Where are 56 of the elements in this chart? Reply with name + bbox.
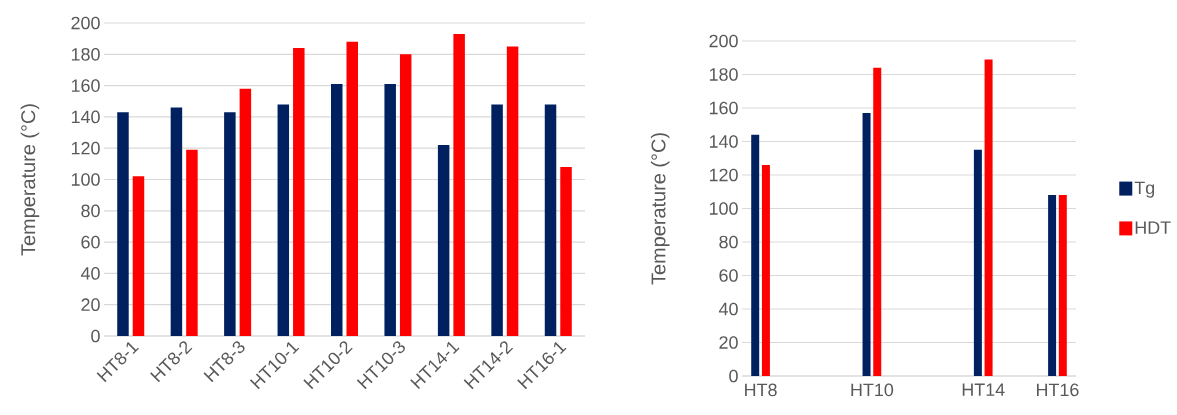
bar [761,164,770,376]
x-tick-label: HT8 [745,383,777,397]
bar [453,33,465,336]
y-tick-label: 160 [71,79,100,92]
bar [544,104,557,336]
y-tick-label: 200 [709,34,738,48]
bar [1058,195,1067,376]
bar [491,104,503,336]
bar [1048,195,1057,376]
y-tick-label: 100 [709,202,738,215]
bar [862,113,871,376]
bar [560,166,572,336]
bar [331,84,343,336]
y-axis-title: Temperature (°C) [20,104,40,256]
x-tick-label: HT10 [851,383,894,397]
y-tick-label: 0 [91,329,100,343]
y-tick-label: 80 [81,204,100,218]
bar [293,48,305,336]
bar [132,176,145,336]
legend-label: HDT [1135,221,1171,234]
bar [751,134,760,376]
y-tick-label: 180 [71,47,100,61]
bar [170,107,183,336]
bar [277,104,290,336]
bar [384,84,396,336]
x-tick-label: HT16 [1036,383,1079,397]
y-tick-label: 100 [71,173,100,186]
bar [239,88,252,336]
y-tick-label: 20 [81,298,100,312]
y-tick-label: 160 [709,101,738,115]
bar [437,145,450,336]
bar [984,59,993,376]
y-tick-label: 20 [719,336,738,349]
y-tick-label: 60 [719,269,738,282]
y-tick-label: 120 [71,141,100,155]
bar [186,149,198,336]
legend-label: Tg [1134,181,1155,198]
y-tick-label: 0 [729,369,738,383]
y-tick-label: 40 [80,267,100,280]
bar [117,112,129,336]
bar [873,67,882,376]
y-tick-label: 40 [718,302,738,316]
bar [224,112,236,336]
y-tick-label: 140 [709,135,738,148]
x-tick-label: HT14 [962,383,1005,396]
y-tick-label: 60 [81,235,100,249]
y-axis-title: Temperature (°C) [650,133,670,285]
bar [346,41,358,336]
bar [399,54,412,336]
bar [506,46,519,336]
y-tick-label: 120 [709,168,738,182]
y-tick-label: 140 [71,110,100,124]
y-tick-label: 180 [709,68,738,81]
y-tick-label: 80 [719,235,738,249]
bar [973,149,982,376]
y-tick-label: 200 [71,16,100,30]
